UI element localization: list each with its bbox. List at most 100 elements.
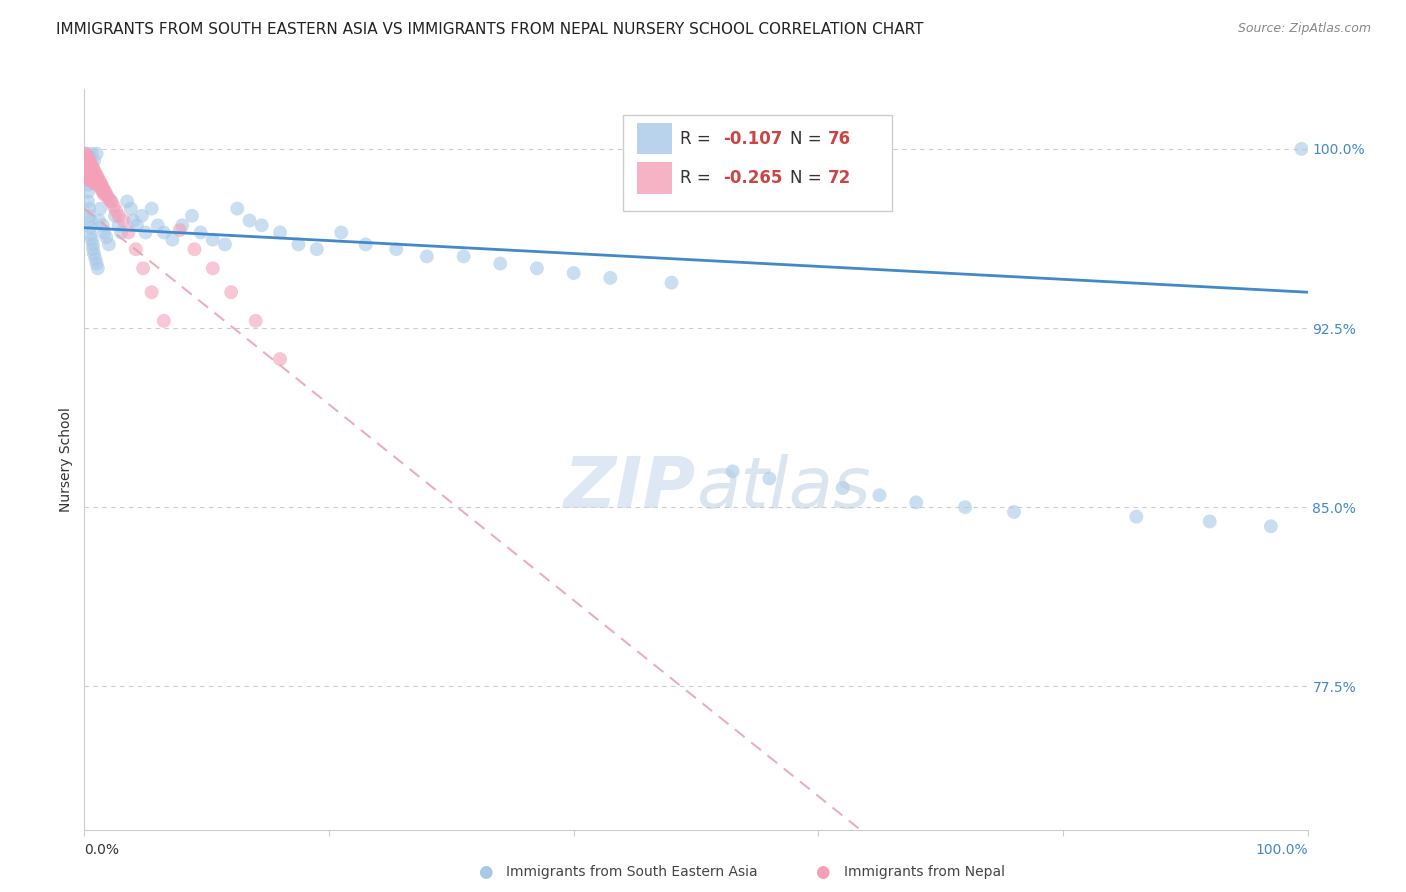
Point [1125, 509, 1147, 524]
Point [82, 161, 104, 175]
Point [77, 166, 100, 180]
Point [80, 146, 103, 161]
Point [89, 175, 111, 189]
Point [1002, 505, 1025, 519]
Point [80, 173, 103, 187]
Point [153, 226, 176, 240]
Point [238, 213, 260, 227]
Point [75, 146, 97, 161]
Point [86, 146, 108, 161]
Point [599, 271, 621, 285]
Point [305, 242, 328, 256]
Text: 100.0%: 100.0% [1256, 843, 1308, 857]
Point [416, 249, 439, 263]
Point [125, 242, 148, 256]
Point [201, 261, 224, 276]
Point [83, 163, 105, 178]
Point [82, 170, 104, 185]
Point [107, 219, 129, 233]
Text: atlas: atlas [696, 455, 870, 524]
Point [105, 204, 128, 219]
Point [84, 166, 107, 180]
Text: Immigrants from South Eastern Asia: Immigrants from South Eastern Asia [506, 865, 758, 880]
Point [953, 500, 976, 515]
Point [97, 189, 120, 203]
Point [75, 156, 97, 170]
Point [77, 161, 100, 175]
Point [453, 249, 475, 263]
Point [82, 175, 104, 189]
Text: N =: N = [790, 169, 827, 187]
Point [141, 202, 163, 216]
Point [79, 220, 101, 235]
Point [87, 173, 110, 187]
Point [181, 209, 204, 223]
Text: N =: N = [790, 130, 827, 148]
Point [169, 223, 191, 237]
Point [250, 219, 273, 233]
Point [75, 146, 97, 161]
Point [84, 252, 107, 266]
Text: -0.107: -0.107 [723, 130, 782, 148]
Point [79, 213, 101, 227]
Point [87, 178, 110, 192]
Point [96, 187, 118, 202]
Point [83, 153, 105, 168]
Point [219, 285, 242, 300]
Point [287, 237, 309, 252]
Point [269, 352, 291, 367]
Point [82, 242, 104, 256]
Point [831, 481, 853, 495]
Point [117, 226, 139, 240]
Point [76, 163, 98, 178]
Point [86, 173, 108, 187]
Point [153, 314, 176, 328]
Point [214, 237, 236, 252]
Point [146, 219, 169, 233]
Point [75, 161, 97, 175]
Point [135, 226, 157, 240]
Point [100, 194, 122, 209]
Point [112, 213, 135, 227]
Point [661, 276, 683, 290]
Y-axis label: Nursery School: Nursery School [59, 407, 73, 512]
Point [120, 202, 142, 216]
Point [122, 213, 145, 227]
Point [330, 226, 353, 240]
Point [80, 159, 103, 173]
Point [86, 178, 108, 192]
Point [97, 237, 120, 252]
Point [79, 166, 101, 180]
Point [87, 170, 110, 185]
Point [87, 175, 110, 189]
Text: 0.0%: 0.0% [84, 843, 120, 857]
Point [77, 159, 100, 173]
Point [90, 182, 112, 196]
Point [77, 194, 100, 209]
Point [201, 233, 224, 247]
Point [84, 175, 107, 189]
Point [77, 168, 100, 182]
Point [1291, 142, 1313, 156]
Text: Immigrants from Nepal: Immigrants from Nepal [844, 865, 1005, 880]
Point [93, 187, 115, 202]
Point [269, 226, 291, 240]
Point [96, 230, 118, 244]
Point [80, 168, 103, 182]
Point [76, 149, 98, 163]
Text: 76: 76 [828, 130, 851, 148]
Point [93, 182, 115, 196]
Text: ●: ● [478, 863, 492, 881]
Point [79, 227, 101, 242]
Point [97, 192, 120, 206]
Point [84, 170, 107, 185]
Point [77, 178, 100, 192]
Point [83, 173, 105, 187]
Point [104, 209, 127, 223]
Point [80, 163, 103, 178]
Point [354, 237, 377, 252]
Point [83, 168, 105, 182]
Point [90, 178, 112, 192]
Point [141, 285, 163, 300]
Point [76, 166, 98, 180]
